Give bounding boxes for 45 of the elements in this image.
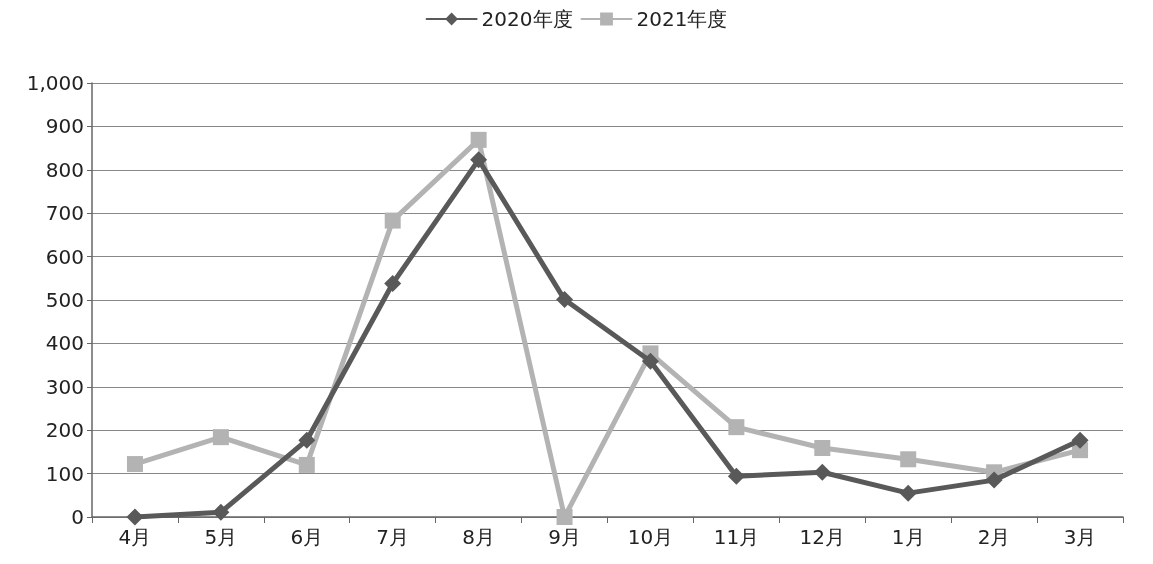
point [384, 275, 402, 293]
point [556, 291, 574, 309]
x-tick-label: 12月 [799, 525, 846, 549]
y-tick-label: 200 [45, 418, 84, 443]
point [814, 439, 831, 456]
y-tick-label: 300 [45, 374, 84, 399]
x-tick-label: 2月 [977, 525, 1011, 549]
y-tick-label: 700 [45, 201, 84, 226]
point [212, 429, 229, 446]
x-tick-label: 8月 [462, 525, 495, 549]
x-tick-label: 5月 [204, 525, 238, 549]
point [212, 503, 230, 521]
x-tick-label: 4月 [118, 525, 152, 549]
x-tick-label: 9月 [548, 525, 581, 549]
point [126, 456, 143, 473]
point [1071, 431, 1089, 449]
point [126, 508, 144, 526]
point [899, 484, 917, 502]
y-tick-label: 800 [45, 157, 84, 182]
x-tick-label: 10月 [627, 525, 674, 549]
point [384, 212, 401, 229]
point [556, 509, 573, 525]
point [985, 471, 1003, 489]
point [728, 419, 745, 436]
y-tick-label: 600 [45, 244, 84, 269]
point [641, 352, 659, 370]
point [298, 456, 315, 473]
legend-label: 2020年度 [481, 7, 573, 31]
x-tick-label: 1月 [891, 525, 925, 549]
point [900, 451, 917, 468]
y-tick-label: 0 [71, 505, 84, 529]
y-tick-label: 900 [45, 114, 84, 139]
point [298, 431, 316, 449]
x-tick-label: 11月 [713, 525, 760, 549]
x-tick-label: 6月 [290, 525, 324, 549]
y-tick-label: 1,000 [26, 71, 84, 95]
y-tick-label: 500 [45, 288, 84, 312]
y-tick-label: 100 [45, 461, 84, 486]
legend-label: 2021年度 [636, 7, 728, 31]
point [470, 131, 487, 148]
y-tick-label: 400 [45, 331, 84, 356]
x-tick-label: 3月 [1063, 525, 1097, 549]
point [470, 151, 488, 169]
x-tick-label: 7月 [376, 525, 410, 549]
point [727, 467, 745, 485]
